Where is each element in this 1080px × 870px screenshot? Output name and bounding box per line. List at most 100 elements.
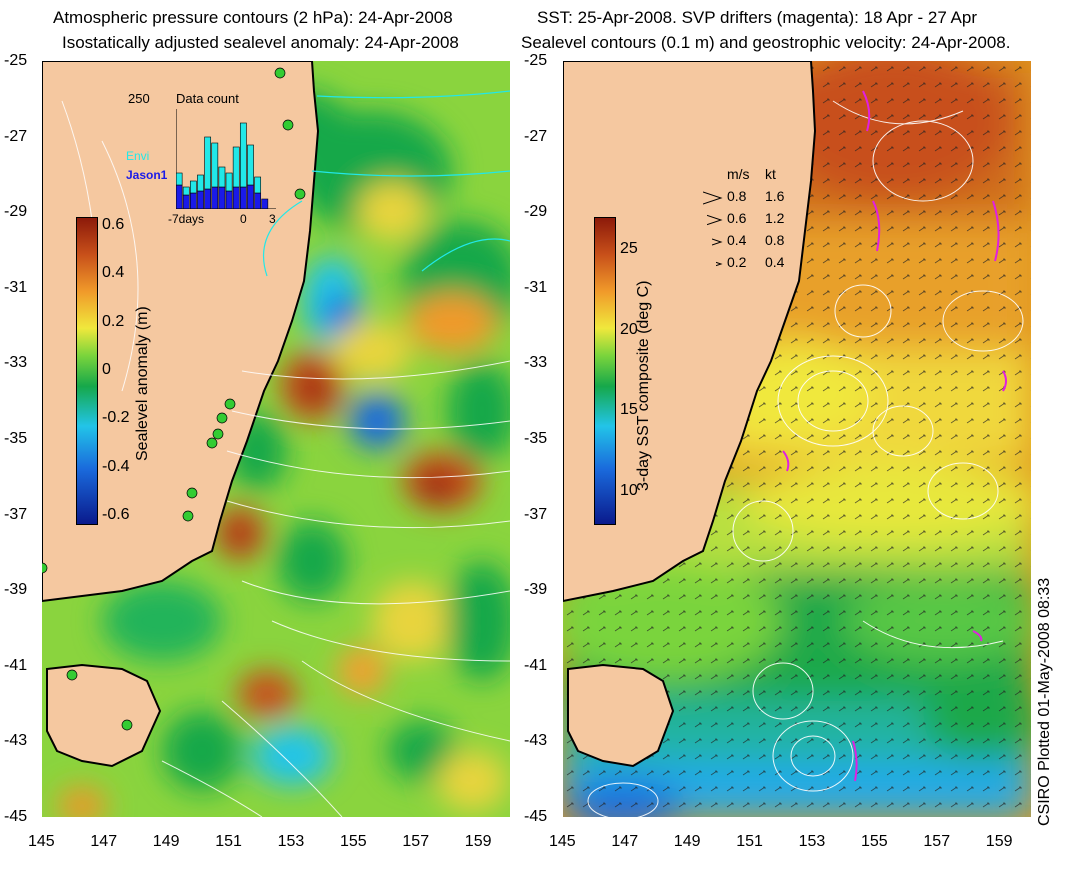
inset-bar-jason1	[247, 184, 254, 209]
sst-map: m/s kt 0.8 1.6 0.6 1.2 0.4 0.8 0.2 0.4 25 20 15 10…	[563, 61, 1031, 817]
lon-tick-label: 153	[798, 833, 826, 850]
inset-bar-jason1	[197, 190, 204, 209]
data-count-inset: 250 Data count Envi Jason1 -7days 0 3	[122, 89, 282, 239]
velocity-legend-header-ms: m/s	[727, 166, 750, 182]
lat-tick-label: -43	[524, 732, 548, 750]
velocity-legend-header-kt: kt	[765, 166, 776, 182]
sealevel-colorbar-label: Sealevel anomaly (m)	[134, 306, 151, 461]
velocity-legend-kt: 0.8	[765, 232, 785, 248]
drifter-tracks	[782, 90, 1007, 782]
colorbar-tick-label: -0.6	[102, 506, 130, 523]
inset-ymax-label: 250	[128, 91, 150, 106]
sealevel-colorbar	[76, 217, 98, 525]
velocity-arrow-icon	[703, 190, 723, 206]
velocity-legend-ms: 0.4	[727, 232, 747, 248]
inset-bar-envi	[218, 166, 226, 188]
lat-tick-label: -27	[524, 127, 548, 145]
satellite-tracks	[263, 90, 510, 277]
inset-bar-jason1	[204, 188, 212, 209]
velocity-arrow-icon	[712, 234, 723, 250]
sst-colorbar	[594, 217, 616, 525]
lon-tick-label: 155	[340, 833, 367, 850]
inset-x-label-zero: 0	[240, 212, 247, 226]
inset-bar-jason1	[232, 186, 240, 209]
sst-colorbar-label: 3-day SST composite (deg C)	[635, 280, 652, 491]
lon-tick-label: 149	[673, 833, 701, 850]
tasmania	[46, 663, 162, 768]
inset-bar-envi	[176, 172, 183, 186]
inset-bar-envi	[189, 180, 197, 194]
colorbar-tick-label: 10	[620, 481, 638, 499]
velocity-arrow-icon	[716, 256, 723, 272]
pressure-contours	[61, 100, 510, 817]
lat-tick-label: -39	[4, 581, 28, 599]
colorbar-tick-label: 15	[620, 401, 638, 419]
lat-tick-label: -31	[4, 278, 28, 296]
inset-bar-envi	[225, 172, 233, 192]
lon-tick-label: 153	[277, 833, 305, 850]
velocity-legend-kt: 1.6	[765, 188, 785, 204]
velocity-legend-ms: 0.8	[727, 188, 747, 204]
colorbar-tick-label: -0.4	[102, 457, 130, 475]
lat-tick-label: -25	[524, 52, 548, 69]
inset-bar-jason1	[189, 192, 197, 209]
inset-bar-envi	[182, 186, 190, 196]
inset-bar-jason1	[176, 184, 183, 209]
lat-tick-label: -41	[4, 656, 28, 674]
right-title-line2: Sealevel contours (0.1 m) and geostrophi…	[521, 33, 1011, 52]
inset-bar-envi	[204, 136, 212, 190]
lon-tick-label: 159	[985, 833, 1013, 850]
inset-bar-envi	[232, 146, 240, 188]
velocity-legend-ms: 0.2	[727, 254, 747, 270]
lat-tick-label: -33	[524, 354, 548, 372]
lat-tick-label: -29	[524, 203, 548, 221]
lon-tick-label: 157	[923, 833, 951, 850]
colorbar-tick-label: 25	[620, 240, 638, 258]
lat-tick-label: -27	[4, 127, 28, 145]
lat-tick-label: -41	[524, 656, 548, 674]
lon-tick-label: 151	[736, 833, 763, 850]
velocity-legend-kt: 0.4	[765, 254, 785, 270]
lat-tick-label: -39	[524, 581, 548, 599]
inset-series-jason1: Jason1	[126, 168, 168, 182]
right-title-line1: SST: 25-Apr-2008. SVP drifters (magenta)…	[537, 8, 978, 27]
lon-tick-label: 157	[402, 833, 430, 850]
colorbar-tick-label: -0.2	[102, 409, 130, 427]
inset-bar-envi	[197, 174, 204, 192]
lat-tick-label: -35	[4, 430, 28, 447]
lat-tick-label: -33	[4, 354, 28, 372]
tide-gauge-stations	[42, 67, 306, 731]
lat-tick-label: -45	[4, 808, 28, 825]
tasmania	[567, 663, 675, 768]
inset-title: Data count	[176, 91, 239, 106]
inset-bar-jason1	[211, 186, 219, 209]
lat-tick-label: -25	[4, 52, 28, 69]
sealevel-anomaly-map: 250 Data count Envi Jason1 -7days 0 3 0.…	[42, 61, 510, 817]
inset-histogram	[176, 109, 276, 209]
lon-tick-label: 159	[464, 833, 492, 850]
lon-tick-label: 147	[611, 833, 639, 850]
lon-tick-label: 145	[549, 833, 576, 850]
lon-tick-label: 145	[28, 833, 55, 850]
lon-tick-label: 155	[861, 833, 888, 850]
inset-bar-jason1	[225, 190, 233, 209]
mainland	[563, 61, 817, 603]
lat-tick-label: -31	[524, 278, 548, 296]
inset-bar-envi	[211, 142, 219, 188]
colorbar-tick-label: 20	[620, 320, 638, 338]
lat-tick-label: -37	[4, 505, 28, 523]
lat-tick-label: -35	[524, 430, 548, 447]
inset-bar-envi	[254, 176, 262, 194]
inset-bar-jason1	[239, 186, 247, 209]
lat-tick-label: -43	[4, 732, 28, 750]
inset-bar-jason1	[254, 192, 262, 209]
lat-tick-label: -45	[524, 808, 548, 825]
colorbar-tick-label: 0.2	[102, 312, 125, 330]
left-title-line1: Atmospheric pressure contours (2 hPa): 2…	[53, 8, 453, 27]
inset-series-envi: Envi	[126, 149, 150, 163]
colorbar-tick-label: 0	[102, 361, 111, 378]
inset-bar-envi	[239, 122, 247, 188]
colorbar-tick-label: 0.6	[102, 216, 125, 233]
inset-bar-jason1	[261, 198, 269, 209]
inset-bar-envi	[247, 144, 254, 186]
